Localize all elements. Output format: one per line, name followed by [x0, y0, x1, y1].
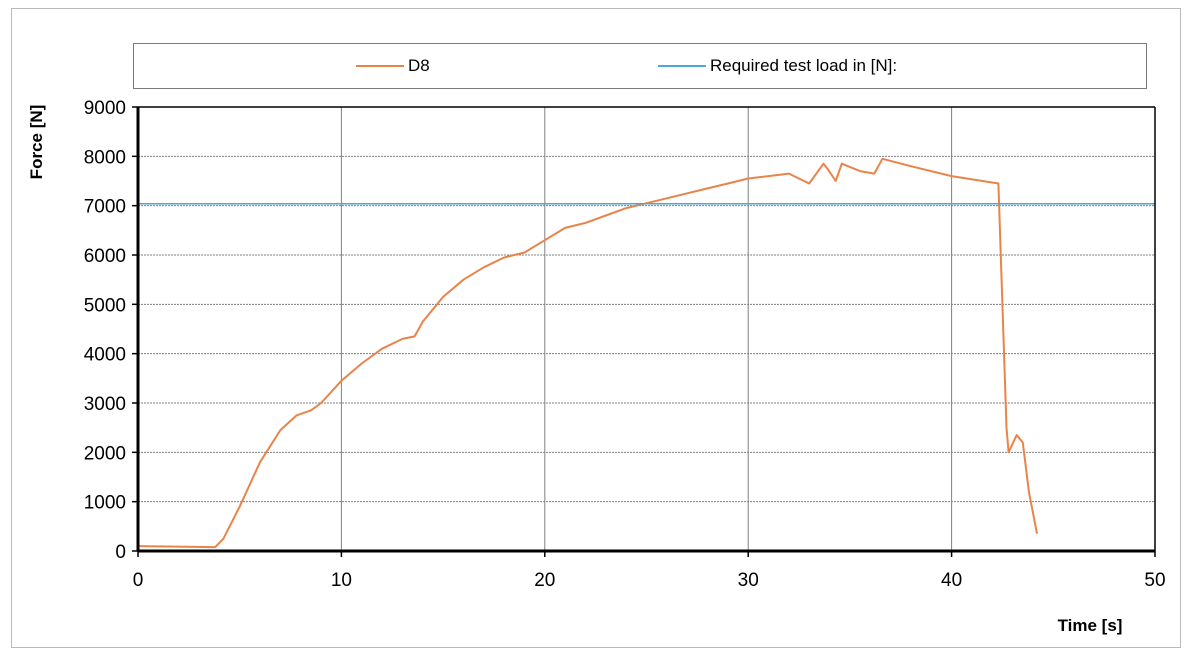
chart-legend: D8 Required test load in [N]: [133, 43, 1147, 89]
y-tick-label-0: 0 [115, 542, 126, 563]
x-tick-label-0: 0 [133, 570, 144, 591]
x-axis-title: Time [s] [1058, 616, 1123, 635]
y-tick-label-7000: 7000 [84, 197, 126, 218]
y-tick-label-9000: 9000 [84, 98, 126, 119]
y-tick-label-8000: 8000 [84, 147, 126, 168]
y-tick-label-5000: 5000 [84, 295, 126, 316]
legend-item-d8: D8 [356, 56, 430, 76]
legend-swatch-required-load [658, 65, 706, 67]
x-tick-label-10: 10 [331, 570, 352, 591]
y-tick-label-1000: 1000 [84, 493, 126, 514]
legend-label-d8: D8 [408, 56, 430, 75]
chart-frame [11, 8, 1181, 648]
x-tick-label-20: 20 [534, 570, 555, 591]
y-tick-label-3000: 3000 [84, 394, 126, 415]
axes [132, 106, 1156, 557]
tick-labels: 0 1000 2000 3000 4000 5000 6000 7000 8000 9000 0 10… [84, 98, 1166, 591]
x-tick-label-50: 50 [1144, 570, 1165, 591]
legend-swatch-d8 [356, 65, 404, 67]
y-axis-title: Force [N] [27, 105, 46, 180]
y-tick-label-2000: 2000 [84, 443, 126, 464]
y-tick-label-6000: 6000 [84, 246, 126, 267]
series-line-0 [137, 157, 1038, 549]
series-group [137, 157, 1155, 549]
legend-item-required-load: Required test load in [N]: [658, 56, 897, 76]
y-tick-label-4000: 4000 [84, 345, 126, 366]
x-tick-label-40: 40 [941, 570, 962, 591]
legend-label-required-load: Required test load in [N]: [710, 56, 898, 75]
x-tick-label-30: 30 [738, 570, 759, 591]
grid-lines [138, 106, 1156, 551]
